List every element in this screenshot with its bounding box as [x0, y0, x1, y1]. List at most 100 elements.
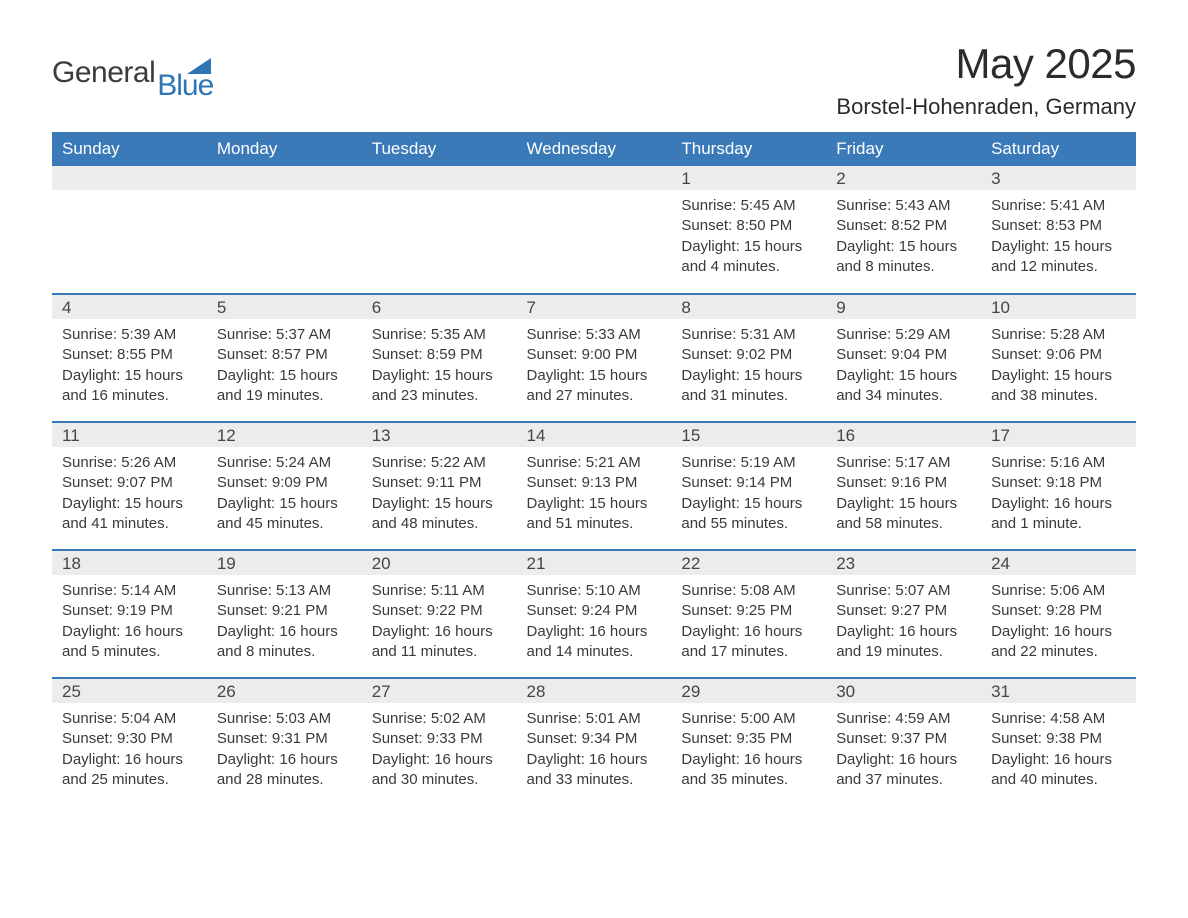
day-info: Sunrise: 5:07 AM Sunset: 9:27 PM Dayligh… [826, 575, 981, 670]
day-info [362, 190, 517, 204]
calendar-table: Sunday Monday Tuesday Wednesday Thursday… [52, 132, 1136, 806]
calendar-day-cell: 11Sunrise: 5:26 AM Sunset: 9:07 PM Dayli… [52, 422, 207, 550]
weekday-header-row: Sunday Monday Tuesday Wednesday Thursday… [52, 132, 1136, 166]
day-info [207, 190, 362, 204]
day-info: Sunrise: 5:00 AM Sunset: 9:35 PM Dayligh… [671, 703, 826, 798]
calendar-day-cell: 12Sunrise: 5:24 AM Sunset: 9:09 PM Dayli… [207, 422, 362, 550]
calendar-day-cell: 13Sunrise: 5:22 AM Sunset: 9:11 PM Dayli… [362, 422, 517, 550]
day-info [517, 190, 672, 204]
day-number [517, 166, 672, 190]
calendar-week-row: 1Sunrise: 5:45 AM Sunset: 8:50 PM Daylig… [52, 166, 1136, 294]
calendar-day-cell: 30Sunrise: 4:59 AM Sunset: 9:37 PM Dayli… [826, 678, 981, 806]
calendar-day-cell: 17Sunrise: 5:16 AM Sunset: 9:18 PM Dayli… [981, 422, 1136, 550]
day-info: Sunrise: 5:26 AM Sunset: 9:07 PM Dayligh… [52, 447, 207, 542]
day-number [362, 166, 517, 190]
weekday-header: Saturday [981, 132, 1136, 166]
day-number: 13 [362, 423, 517, 447]
page-subtitle: Borstel-Hohenraden, Germany [836, 94, 1136, 120]
day-number: 26 [207, 679, 362, 703]
calendar-day-cell: 29Sunrise: 5:00 AM Sunset: 9:35 PM Dayli… [671, 678, 826, 806]
calendar-day-cell: 20Sunrise: 5:11 AM Sunset: 9:22 PM Dayli… [362, 550, 517, 678]
weekday-header: Thursday [671, 132, 826, 166]
day-number: 20 [362, 551, 517, 575]
calendar-day-cell: 8Sunrise: 5:31 AM Sunset: 9:02 PM Daylig… [671, 294, 826, 422]
day-number: 15 [671, 423, 826, 447]
day-number: 1 [671, 166, 826, 190]
day-number: 24 [981, 551, 1136, 575]
day-number: 30 [826, 679, 981, 703]
calendar-body: 1Sunrise: 5:45 AM Sunset: 8:50 PM Daylig… [52, 166, 1136, 806]
day-info: Sunrise: 5:45 AM Sunset: 8:50 PM Dayligh… [671, 190, 826, 285]
day-info: Sunrise: 5:13 AM Sunset: 9:21 PM Dayligh… [207, 575, 362, 670]
calendar-day-cell: 6Sunrise: 5:35 AM Sunset: 8:59 PM Daylig… [362, 294, 517, 422]
calendar-day-cell [517, 166, 672, 294]
calendar-day-cell: 26Sunrise: 5:03 AM Sunset: 9:31 PM Dayli… [207, 678, 362, 806]
calendar-day-cell: 27Sunrise: 5:02 AM Sunset: 9:33 PM Dayli… [362, 678, 517, 806]
weekday-header: Wednesday [517, 132, 672, 166]
day-info: Sunrise: 5:33 AM Sunset: 9:00 PM Dayligh… [517, 319, 672, 414]
day-info: Sunrise: 5:04 AM Sunset: 9:30 PM Dayligh… [52, 703, 207, 798]
day-info: Sunrise: 5:02 AM Sunset: 9:33 PM Dayligh… [362, 703, 517, 798]
day-number: 18 [52, 551, 207, 575]
calendar-day-cell [207, 166, 362, 294]
calendar-day-cell: 1Sunrise: 5:45 AM Sunset: 8:50 PM Daylig… [671, 166, 826, 294]
day-info: Sunrise: 5:19 AM Sunset: 9:14 PM Dayligh… [671, 447, 826, 542]
calendar-day-cell [362, 166, 517, 294]
day-number: 3 [981, 166, 1136, 190]
calendar-day-cell: 24Sunrise: 5:06 AM Sunset: 9:28 PM Dayli… [981, 550, 1136, 678]
logo-text-general: General [52, 58, 155, 88]
calendar-day-cell: 28Sunrise: 5:01 AM Sunset: 9:34 PM Dayli… [517, 678, 672, 806]
day-number [207, 166, 362, 190]
day-info: Sunrise: 5:41 AM Sunset: 8:53 PM Dayligh… [981, 190, 1136, 285]
calendar-day-cell: 22Sunrise: 5:08 AM Sunset: 9:25 PM Dayli… [671, 550, 826, 678]
day-number: 6 [362, 295, 517, 319]
day-info: Sunrise: 5:31 AM Sunset: 9:02 PM Dayligh… [671, 319, 826, 414]
day-info: Sunrise: 5:28 AM Sunset: 9:06 PM Dayligh… [981, 319, 1136, 414]
calendar-day-cell: 19Sunrise: 5:13 AM Sunset: 9:21 PM Dayli… [207, 550, 362, 678]
day-info: Sunrise: 5:39 AM Sunset: 8:55 PM Dayligh… [52, 319, 207, 414]
day-info [52, 190, 207, 204]
day-number: 5 [207, 295, 362, 319]
day-number: 21 [517, 551, 672, 575]
day-number: 19 [207, 551, 362, 575]
day-number: 31 [981, 679, 1136, 703]
calendar-day-cell: 23Sunrise: 5:07 AM Sunset: 9:27 PM Dayli… [826, 550, 981, 678]
day-info: Sunrise: 4:58 AM Sunset: 9:38 PM Dayligh… [981, 703, 1136, 798]
calendar-day-cell [52, 166, 207, 294]
day-number: 25 [52, 679, 207, 703]
weekday-header: Friday [826, 132, 981, 166]
calendar-day-cell: 15Sunrise: 5:19 AM Sunset: 9:14 PM Dayli… [671, 422, 826, 550]
day-number: 7 [517, 295, 672, 319]
day-number: 2 [826, 166, 981, 190]
day-info: Sunrise: 5:21 AM Sunset: 9:13 PM Dayligh… [517, 447, 672, 542]
calendar-day-cell: 25Sunrise: 5:04 AM Sunset: 9:30 PM Dayli… [52, 678, 207, 806]
day-info: Sunrise: 5:24 AM Sunset: 9:09 PM Dayligh… [207, 447, 362, 542]
day-number: 23 [826, 551, 981, 575]
day-info: Sunrise: 5:29 AM Sunset: 9:04 PM Dayligh… [826, 319, 981, 414]
calendar-day-cell: 9Sunrise: 5:29 AM Sunset: 9:04 PM Daylig… [826, 294, 981, 422]
day-info: Sunrise: 5:11 AM Sunset: 9:22 PM Dayligh… [362, 575, 517, 670]
day-info: Sunrise: 5:16 AM Sunset: 9:18 PM Dayligh… [981, 447, 1136, 542]
weekday-header: Tuesday [362, 132, 517, 166]
day-info: Sunrise: 5:01 AM Sunset: 9:34 PM Dayligh… [517, 703, 672, 798]
calendar-week-row: 18Sunrise: 5:14 AM Sunset: 9:19 PM Dayli… [52, 550, 1136, 678]
day-info: Sunrise: 5:37 AM Sunset: 8:57 PM Dayligh… [207, 319, 362, 414]
day-number [52, 166, 207, 190]
calendar-day-cell: 18Sunrise: 5:14 AM Sunset: 9:19 PM Dayli… [52, 550, 207, 678]
day-number: 27 [362, 679, 517, 703]
day-number: 4 [52, 295, 207, 319]
title-block: May 2025 Borstel-Hohenraden, Germany [836, 40, 1136, 120]
calendar-page: General Blue May 2025 Borstel-Hohenraden… [0, 0, 1188, 856]
day-number: 14 [517, 423, 672, 447]
calendar-day-cell: 5Sunrise: 5:37 AM Sunset: 8:57 PM Daylig… [207, 294, 362, 422]
day-info: Sunrise: 5:06 AM Sunset: 9:28 PM Dayligh… [981, 575, 1136, 670]
calendar-week-row: 4Sunrise: 5:39 AM Sunset: 8:55 PM Daylig… [52, 294, 1136, 422]
calendar-day-cell: 2Sunrise: 5:43 AM Sunset: 8:52 PM Daylig… [826, 166, 981, 294]
day-info: Sunrise: 5:14 AM Sunset: 9:19 PM Dayligh… [52, 575, 207, 670]
day-number: 8 [671, 295, 826, 319]
calendar-day-cell: 4Sunrise: 5:39 AM Sunset: 8:55 PM Daylig… [52, 294, 207, 422]
day-info: Sunrise: 5:08 AM Sunset: 9:25 PM Dayligh… [671, 575, 826, 670]
logo: General Blue [52, 58, 213, 99]
calendar-day-cell: 16Sunrise: 5:17 AM Sunset: 9:16 PM Dayli… [826, 422, 981, 550]
logo-text-blue: Blue [157, 72, 213, 99]
